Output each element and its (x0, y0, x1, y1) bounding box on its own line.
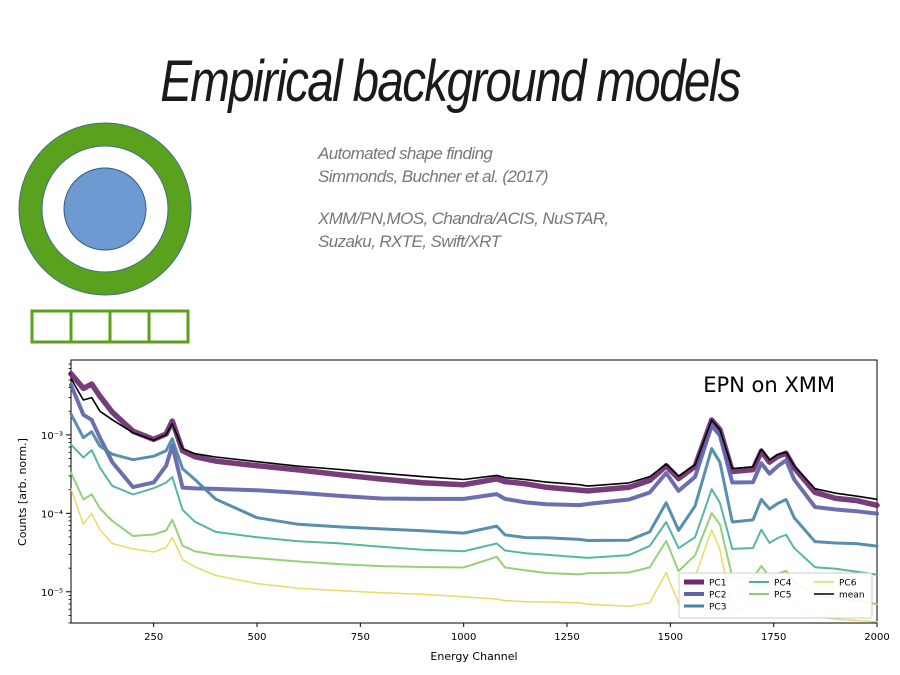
spectrum-chart: 250 500 750 1000 1250 1500 1750 2000 10⁻⁵ 10⁻⁴ 10⁻… (16, 359, 890, 663)
legend-label-pc3: PC3 (709, 603, 726, 613)
x-tick-label: 1000 (451, 632, 476, 643)
legend-label-pc2: PC2 (709, 591, 726, 601)
x-tick-label: 1500 (658, 632, 683, 643)
chart-title: EPN on XMM (703, 373, 835, 397)
note-instruments-1: XMM/PN,MOS, Chandra/ACIS, NuSTAR, (318, 209, 609, 228)
region-box (147, 309, 190, 344)
x-axis-label: Energy Channel (430, 650, 517, 663)
box-row (30, 309, 190, 344)
region-box (69, 309, 112, 344)
x-tick-label: 750 (351, 632, 370, 643)
legend-box (678, 572, 873, 619)
extraction-region-diagram (18, 122, 192, 344)
y-tick-label: 10⁻⁴ (41, 509, 63, 520)
x-tick-label: 2000 (864, 632, 889, 643)
note-instruments-2: Suzaku, RXTE, Swift/XRT (318, 232, 501, 251)
legend-label-pc5: PC5 (774, 591, 791, 601)
note-citation: Simmonds, Buchner et al. (2017) (318, 167, 549, 186)
legend-label-pc6: PC6 (839, 579, 857, 589)
region-box (30, 309, 73, 344)
x-tick-label: 1750 (761, 632, 786, 643)
series-line-pc4 (70, 443, 878, 576)
region-box (108, 309, 151, 344)
y-tick-label: 10⁻⁵ (41, 588, 63, 599)
y-tick-label: 10⁻³ (41, 431, 63, 442)
legend-label-mean: mean (839, 591, 865, 601)
slide-title: Empirical background models (160, 49, 741, 114)
series-line-mean (70, 377, 878, 501)
x-tick-label: 500 (247, 632, 266, 643)
series-line-pc3 (69, 412, 879, 548)
x-tick-label: 250 (144, 632, 163, 643)
axes-layer: 250 500 750 1000 1250 1500 1750 2000 10⁻⁵ 10⁻⁴ 10⁻… (41, 363, 890, 643)
series-line-pc2 (69, 383, 879, 516)
note-method: Automated shape finding (318, 144, 493, 163)
legend-label-pc4: PC4 (774, 579, 792, 589)
legend-label-pc1: PC1 (709, 579, 726, 589)
series-layer (68, 371, 880, 623)
source-region (63, 167, 147, 251)
x-tick-label: 1250 (554, 632, 579, 643)
y-axis-label: Counts [arb. norm.] (16, 438, 29, 546)
legend: PC1 PC2 PC3 PC4 PC5 PC6 mean (678, 572, 873, 619)
